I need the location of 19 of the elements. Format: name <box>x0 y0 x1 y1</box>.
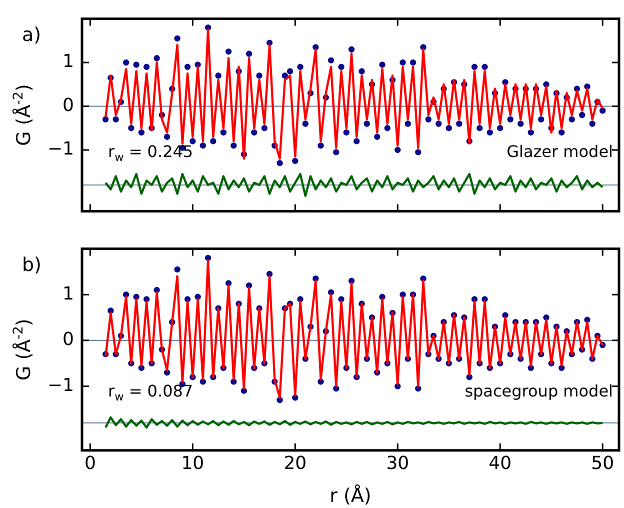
annotation: spacegroup model <box>464 381 613 400</box>
x-tick-label: 40 <box>488 452 512 474</box>
annotation: Glazer model <box>506 142 613 162</box>
y-axis-title: G (Å-2) <box>11 84 35 146</box>
y-tick-label: 1 <box>62 51 74 72</box>
y-tick-label: −1 <box>47 374 74 396</box>
y-tick-label: 0 <box>62 94 74 116</box>
y-tick-label: 1 <box>62 283 74 304</box>
text: a) <box>22 24 42 46</box>
x-axis-title: r (Å) <box>330 484 372 507</box>
x-tick-label: 50 <box>591 452 614 474</box>
text: b) <box>22 254 42 276</box>
x-tick-label: 30 <box>386 452 410 474</box>
x-tick-label: 10 <box>181 452 204 474</box>
x-tick-label: 0 <box>84 452 96 474</box>
x-tick-label: 20 <box>284 452 307 474</box>
y-tick-label: 0 <box>62 329 74 350</box>
y-axis-title: G (Å-2) <box>11 318 35 381</box>
y-tick-label: −1 <box>47 138 74 160</box>
